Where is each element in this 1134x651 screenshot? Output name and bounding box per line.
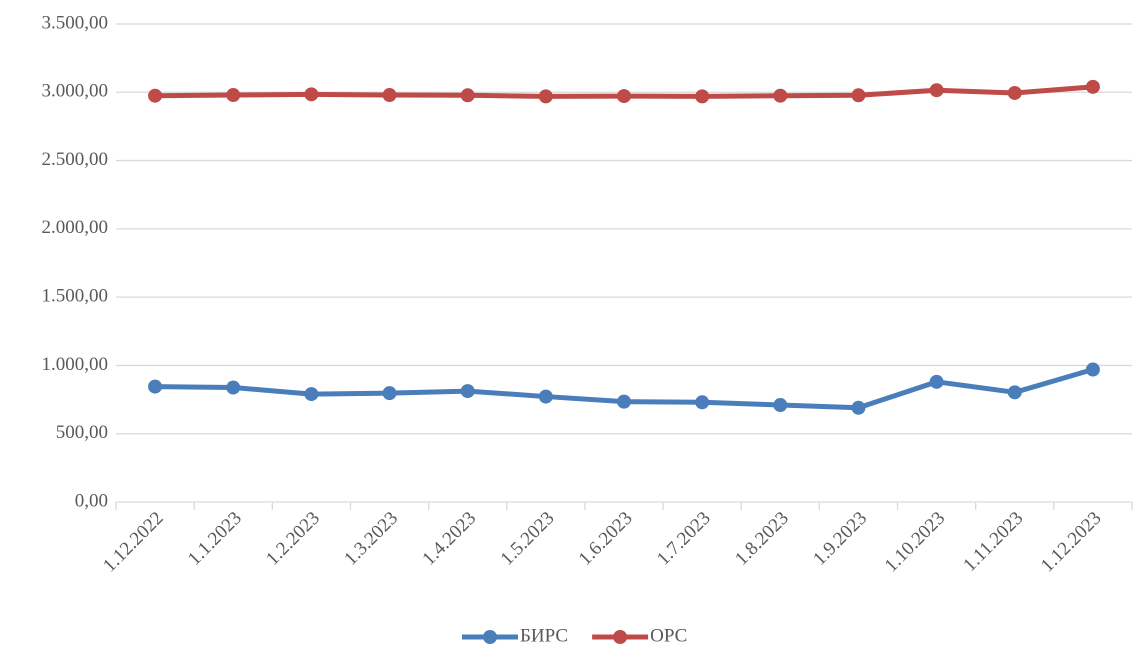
legend-label: ОРС [650, 625, 687, 646]
point [695, 89, 710, 104]
y-tick-label: 3.500,00 [42, 12, 109, 33]
point [773, 398, 788, 413]
y-tick-label: 500,00 [56, 422, 108, 443]
point [382, 386, 397, 401]
x-tick-label: 1.12.2022 [99, 508, 168, 577]
x-tick-label: 1.12.2023 [1037, 508, 1106, 577]
y-tick-label: 2.000,00 [42, 217, 109, 238]
x-tick-label: 1.10.2023 [881, 508, 950, 577]
x-tick-label: 1.9.2023 [809, 508, 871, 570]
point [460, 88, 475, 103]
point [148, 379, 163, 394]
point [773, 88, 788, 103]
point [695, 395, 710, 410]
y-tick-label: 3.000,00 [42, 81, 109, 102]
point [617, 89, 631, 104]
point [226, 88, 241, 103]
x-tick-label: 1.1.2023 [184, 508, 246, 570]
point [148, 88, 163, 103]
x-tick-label: 1.7.2023 [653, 508, 715, 570]
x-tick-label: 1.2.2023 [262, 508, 324, 570]
y-tick-label: 1.000,00 [42, 354, 109, 375]
point [1085, 79, 1100, 94]
point [460, 384, 475, 399]
y-tick-label: 0,00 [75, 490, 108, 511]
x-tick-label: 1.5.2023 [497, 508, 559, 570]
x-tick-label: 1.6.2023 [575, 508, 637, 570]
point [538, 89, 553, 104]
point [929, 374, 944, 389]
legend-marker [613, 630, 628, 644]
legend-label: БИРС [520, 625, 568, 646]
x-tick-label: 1.11.2023 [959, 508, 1027, 576]
point [929, 83, 944, 98]
y-tick-label: 1.500,00 [42, 286, 109, 307]
point [304, 387, 319, 402]
x-tick-label: 1.3.2023 [340, 508, 402, 570]
legend-marker [483, 630, 497, 644]
point [1007, 85, 1022, 100]
point [226, 380, 241, 395]
point [851, 400, 866, 415]
point [851, 88, 866, 103]
point [538, 389, 553, 404]
point [617, 394, 631, 409]
point [1007, 385, 1022, 400]
x-tick-label: 1.8.2023 [731, 508, 793, 570]
point [1085, 362, 1100, 377]
point [304, 87, 319, 102]
y-tick-label: 2.500,00 [42, 149, 109, 170]
point [382, 88, 397, 103]
x-tick-label: 1.4.2023 [418, 508, 480, 570]
